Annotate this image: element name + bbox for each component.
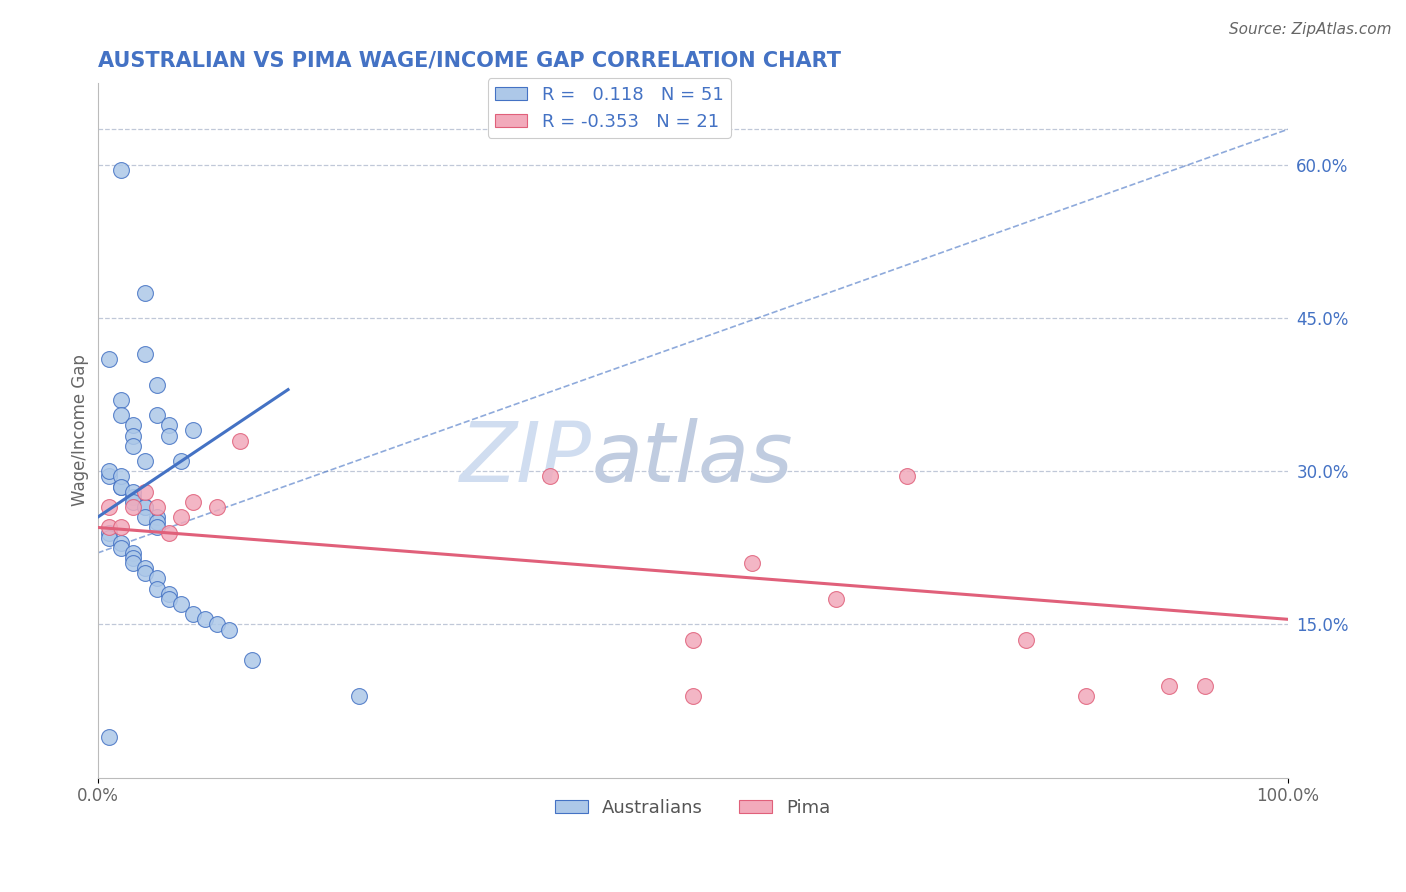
Point bbox=[229, 434, 252, 448]
Point bbox=[205, 500, 228, 514]
Point bbox=[122, 484, 145, 499]
Point bbox=[170, 510, 193, 524]
Point bbox=[122, 556, 145, 570]
Point bbox=[110, 520, 132, 534]
Point bbox=[134, 561, 156, 575]
Point bbox=[218, 623, 240, 637]
Point bbox=[240, 653, 263, 667]
Point bbox=[181, 424, 204, 438]
Text: Source: ZipAtlas.com: Source: ZipAtlas.com bbox=[1229, 22, 1392, 37]
Point bbox=[538, 469, 561, 483]
Point bbox=[98, 469, 121, 483]
Text: ZIP: ZIP bbox=[460, 417, 592, 499]
Point bbox=[181, 495, 204, 509]
Point bbox=[110, 535, 132, 549]
Point bbox=[146, 408, 169, 422]
Point bbox=[122, 439, 145, 453]
Point bbox=[134, 510, 156, 524]
Point bbox=[157, 591, 180, 606]
Point bbox=[824, 591, 846, 606]
Point bbox=[741, 556, 763, 570]
Point bbox=[122, 428, 145, 442]
Point bbox=[157, 587, 180, 601]
Point bbox=[122, 546, 145, 560]
Text: atlas: atlas bbox=[592, 417, 793, 499]
Point bbox=[134, 285, 156, 300]
Point bbox=[134, 500, 156, 514]
Point bbox=[157, 428, 180, 442]
Point bbox=[110, 480, 132, 494]
Point bbox=[146, 582, 169, 596]
Point bbox=[98, 351, 121, 366]
Point bbox=[110, 541, 132, 555]
Point bbox=[134, 566, 156, 581]
Point bbox=[98, 525, 121, 540]
Y-axis label: Wage/Income Gap: Wage/Income Gap bbox=[72, 354, 89, 507]
Legend: Australians, Pima: Australians, Pima bbox=[548, 791, 838, 824]
Point bbox=[122, 490, 145, 504]
Point bbox=[98, 500, 121, 514]
Point bbox=[110, 480, 132, 494]
Point bbox=[98, 531, 121, 545]
Point bbox=[181, 607, 204, 622]
Point bbox=[146, 516, 169, 530]
Point bbox=[170, 597, 193, 611]
Point bbox=[1194, 679, 1216, 693]
Point bbox=[146, 510, 169, 524]
Point bbox=[122, 551, 145, 566]
Point bbox=[122, 495, 145, 509]
Point bbox=[896, 469, 918, 483]
Point bbox=[110, 163, 132, 178]
Point bbox=[122, 418, 145, 433]
Point bbox=[157, 418, 180, 433]
Point bbox=[682, 632, 704, 647]
Point bbox=[98, 520, 121, 534]
Point bbox=[146, 377, 169, 392]
Text: AUSTRALIAN VS PIMA WAGE/INCOME GAP CORRELATION CHART: AUSTRALIAN VS PIMA WAGE/INCOME GAP CORRE… bbox=[97, 51, 841, 70]
Point bbox=[157, 525, 180, 540]
Point bbox=[98, 464, 121, 478]
Point bbox=[349, 689, 371, 703]
Point bbox=[134, 347, 156, 361]
Point bbox=[110, 469, 132, 483]
Point bbox=[1015, 632, 1038, 647]
Point bbox=[98, 730, 121, 744]
Point bbox=[110, 408, 132, 422]
Point bbox=[134, 454, 156, 468]
Point bbox=[134, 484, 156, 499]
Point bbox=[146, 520, 169, 534]
Point bbox=[1157, 679, 1180, 693]
Point bbox=[1074, 689, 1097, 703]
Point bbox=[682, 689, 704, 703]
Point bbox=[170, 454, 193, 468]
Point bbox=[146, 500, 169, 514]
Point bbox=[110, 392, 132, 407]
Point bbox=[205, 617, 228, 632]
Point bbox=[134, 500, 156, 514]
Point bbox=[122, 500, 145, 514]
Point bbox=[194, 612, 217, 626]
Point bbox=[146, 572, 169, 586]
